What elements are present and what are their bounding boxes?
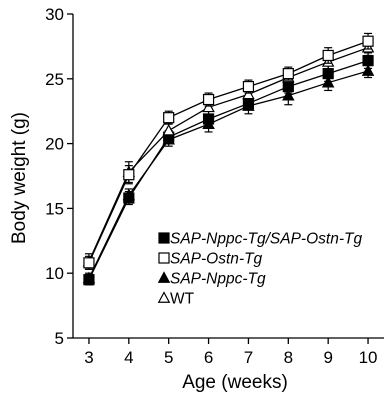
data-point <box>282 68 294 80</box>
y-axis-title: Body weight (g) <box>9 112 30 244</box>
y-tick-label: 30 <box>45 5 64 24</box>
data-point <box>282 88 295 101</box>
series-line <box>88 40 369 264</box>
y-tick-label: 25 <box>45 70 64 89</box>
legend-label: SAP-Ostn-Tg <box>170 251 263 268</box>
data-point <box>362 55 374 67</box>
data-point <box>361 64 375 76</box>
data-point <box>123 192 135 204</box>
x-tick-label: 7 <box>244 348 253 367</box>
legend-marker <box>158 252 170 264</box>
data-point <box>362 35 374 47</box>
data-point <box>322 49 334 62</box>
legend-label: WT <box>170 291 195 308</box>
x-axis-title: Age (weeks) <box>182 372 288 393</box>
series-line <box>88 60 369 280</box>
x-tick-label: 10 <box>359 348 378 367</box>
data-point <box>321 75 335 88</box>
legend-marker <box>157 271 171 283</box>
data-point <box>83 274 95 286</box>
x-tick-label: 3 <box>84 348 93 367</box>
data-point <box>163 112 175 124</box>
data-point <box>242 87 255 100</box>
x-tick-label: 9 <box>323 348 332 367</box>
data-point <box>202 93 215 106</box>
data-point <box>83 257 95 269</box>
legend-label: SAP-Nppc-Tg <box>170 271 266 288</box>
data-point <box>123 169 135 181</box>
x-tick-label: 8 <box>284 348 293 367</box>
series-line <box>88 70 369 279</box>
y-tick-label: 5 <box>55 329 64 348</box>
y-tick-label: 15 <box>45 199 64 218</box>
legend-marker <box>158 232 170 244</box>
data-point <box>162 123 175 136</box>
series-group <box>83 32 374 270</box>
data-point <box>242 80 255 93</box>
x-tick-label: 6 <box>204 348 213 367</box>
x-tick-label: 4 <box>124 348 133 367</box>
y-tick-label: 20 <box>45 135 64 154</box>
legend-marker <box>157 291 171 303</box>
data-point <box>202 100 215 113</box>
legend-label: SAP-Nppc-Tg/SAP-Ostn-Tg <box>170 231 362 248</box>
y-tick-label: 10 <box>45 264 64 283</box>
x-tick-label: 5 <box>164 348 173 367</box>
